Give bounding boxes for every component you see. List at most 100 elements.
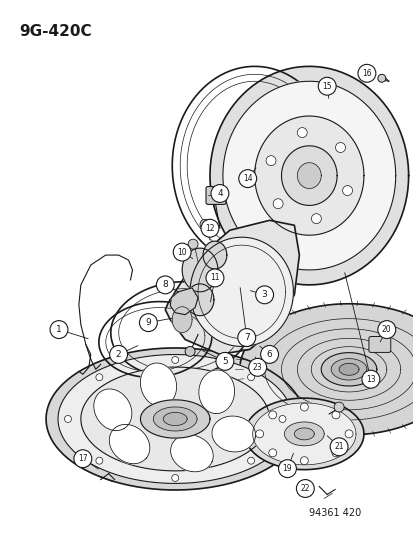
Circle shape	[185, 346, 195, 357]
Circle shape	[335, 142, 344, 152]
Circle shape	[278, 459, 296, 478]
Polygon shape	[163, 413, 187, 425]
FancyBboxPatch shape	[206, 187, 225, 205]
Circle shape	[331, 449, 339, 457]
Text: 20: 20	[381, 325, 391, 334]
Polygon shape	[190, 237, 293, 346]
Text: 22: 22	[300, 484, 309, 493]
Circle shape	[171, 357, 178, 364]
Text: 11: 11	[210, 273, 219, 282]
Circle shape	[331, 411, 339, 419]
Circle shape	[64, 416, 71, 423]
Circle shape	[199, 219, 209, 229]
Polygon shape	[330, 359, 366, 380]
Polygon shape	[58, 354, 292, 483]
Circle shape	[173, 243, 191, 261]
Text: 7: 7	[243, 333, 249, 342]
Polygon shape	[284, 422, 323, 446]
Circle shape	[96, 457, 102, 464]
Circle shape	[255, 430, 263, 438]
Text: 9: 9	[145, 318, 151, 327]
Circle shape	[297, 127, 306, 138]
Circle shape	[109, 345, 127, 364]
Polygon shape	[198, 370, 234, 414]
Circle shape	[357, 64, 375, 82]
Circle shape	[273, 199, 282, 209]
Polygon shape	[239, 304, 413, 435]
Circle shape	[300, 403, 308, 411]
Text: 10: 10	[177, 248, 187, 256]
Text: 13: 13	[365, 375, 375, 384]
Polygon shape	[294, 428, 313, 440]
Polygon shape	[211, 416, 255, 452]
Circle shape	[238, 169, 256, 188]
Polygon shape	[170, 288, 197, 314]
Polygon shape	[338, 364, 358, 375]
Polygon shape	[165, 220, 299, 354]
Polygon shape	[209, 66, 408, 285]
Polygon shape	[140, 363, 176, 406]
Circle shape	[296, 480, 313, 497]
Text: 9G-420C: 9G-420C	[19, 23, 92, 38]
Circle shape	[201, 219, 218, 237]
Circle shape	[330, 438, 347, 456]
Polygon shape	[222, 81, 395, 270]
Text: 21: 21	[334, 442, 343, 451]
Circle shape	[237, 328, 255, 346]
Text: 94361 420: 94361 420	[309, 508, 361, 518]
Circle shape	[74, 450, 92, 467]
Polygon shape	[109, 424, 150, 464]
Polygon shape	[94, 389, 132, 431]
Circle shape	[268, 411, 276, 419]
Circle shape	[344, 430, 352, 438]
Text: 12: 12	[205, 224, 214, 233]
Circle shape	[260, 345, 278, 364]
Circle shape	[255, 286, 273, 304]
Text: 8: 8	[162, 280, 168, 289]
Text: 1: 1	[56, 325, 62, 334]
Circle shape	[377, 74, 385, 82]
Text: 14: 14	[242, 174, 252, 183]
Circle shape	[311, 214, 320, 224]
Polygon shape	[252, 403, 355, 465]
Text: 3: 3	[261, 290, 267, 300]
Circle shape	[300, 457, 308, 465]
Polygon shape	[81, 367, 269, 471]
Circle shape	[342, 185, 352, 196]
Circle shape	[171, 474, 178, 481]
Circle shape	[268, 449, 276, 457]
Circle shape	[318, 77, 335, 95]
Circle shape	[266, 156, 275, 166]
Circle shape	[139, 314, 157, 332]
Circle shape	[216, 352, 233, 370]
Polygon shape	[254, 116, 363, 235]
Text: 16: 16	[361, 69, 371, 78]
Circle shape	[333, 402, 343, 412]
Circle shape	[96, 374, 102, 381]
Polygon shape	[170, 435, 213, 472]
Circle shape	[247, 457, 254, 464]
Circle shape	[211, 184, 228, 203]
Polygon shape	[202, 241, 226, 269]
Polygon shape	[244, 398, 363, 470]
Polygon shape	[281, 146, 336, 205]
Circle shape	[361, 370, 379, 388]
Circle shape	[50, 321, 68, 338]
Polygon shape	[297, 163, 320, 189]
Circle shape	[188, 239, 197, 249]
Circle shape	[156, 276, 174, 294]
Text: 23: 23	[252, 363, 262, 372]
Circle shape	[247, 374, 254, 381]
Polygon shape	[186, 284, 214, 316]
Text: 19: 19	[282, 464, 292, 473]
Circle shape	[278, 416, 285, 423]
Text: 6: 6	[266, 350, 272, 359]
Text: 5: 5	[221, 357, 227, 366]
Text: 15: 15	[322, 82, 331, 91]
Polygon shape	[140, 400, 209, 438]
Polygon shape	[172, 306, 192, 333]
FancyBboxPatch shape	[368, 336, 390, 352]
Polygon shape	[320, 353, 376, 386]
Circle shape	[248, 358, 266, 376]
Text: 17: 17	[78, 454, 88, 463]
